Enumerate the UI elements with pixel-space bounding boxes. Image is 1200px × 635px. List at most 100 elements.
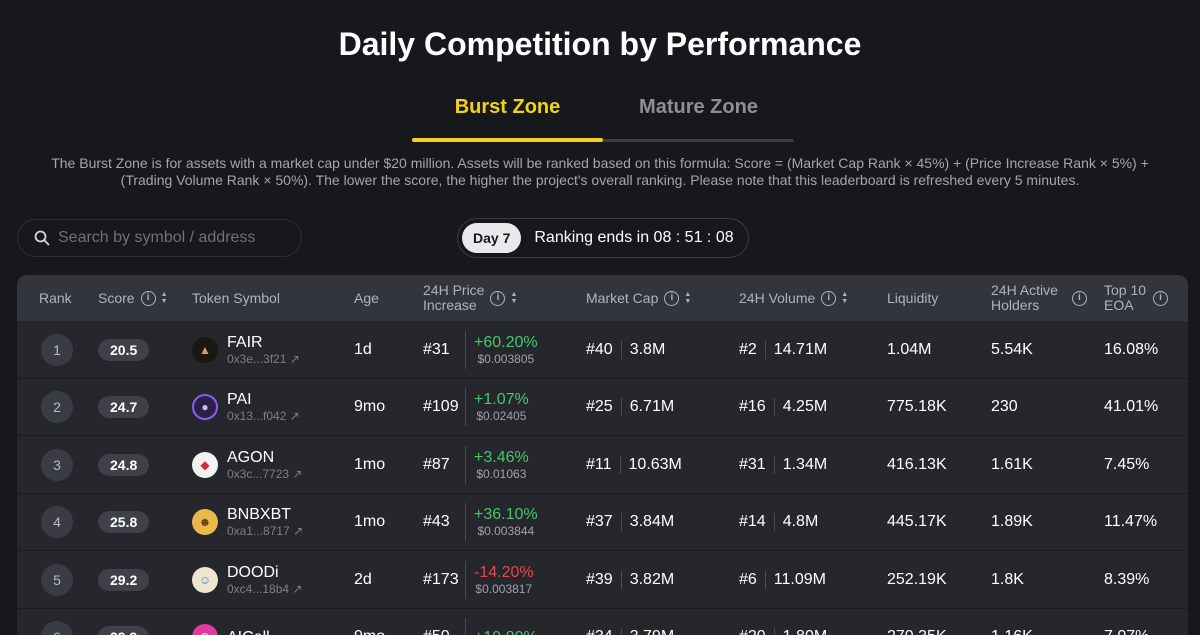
col-score[interactable]: Score i ▲ ▼: [98, 275, 168, 321]
price-increase-cell: #43 +36.10% $0.003844: [423, 494, 538, 551]
price-increase-cell: #173 -14.20% $0.003817: [423, 551, 534, 608]
score-cell: 29.9: [98, 609, 150, 635]
col-liquidity-label: Liquidity: [887, 289, 939, 306]
volume-rank: #14: [739, 513, 775, 531]
market-cap-cell: #34 3.79M: [586, 609, 674, 635]
token-cell[interactable]: ▲ FAIR 0x3e...3f21 ↗: [192, 321, 300, 378]
info-icon[interactable]: i: [140, 290, 156, 306]
table-row[interactable]: 6 29.9 ◉ AICell 9mo #50 +19.80% #34 3.79M…: [17, 609, 1188, 635]
col-rank: Rank: [39, 275, 72, 321]
liquidity-cell: 270.35K: [887, 609, 947, 635]
volume-value: 1.80M: [783, 628, 827, 635]
liquidity-cell: 1.04M: [887, 340, 932, 358]
rank-badge: 2: [41, 391, 73, 423]
search-box[interactable]: [17, 219, 302, 257]
token-cell[interactable]: ◆ AGON 0x3c...7723 ↗: [192, 436, 302, 493]
volume-rank: #2: [739, 340, 766, 359]
market-cap-value: 3.84M: [629, 513, 675, 530]
token-address-link[interactable]: 0x3c...7723 ↗: [227, 467, 302, 482]
sort-icon[interactable]: ▲ ▼: [160, 291, 168, 305]
token-address: 0xc4...18b4: [227, 581, 290, 596]
liquidity-cell: 252.19K: [887, 570, 947, 588]
countdown-text: Ranking ends in 08 : 51 : 08: [534, 229, 734, 246]
price-change-block: +36.10% $0.003844: [465, 503, 538, 541]
col-holders-label: 24H Active Holders: [991, 283, 1058, 313]
sort-icon[interactable]: ▲ ▼: [841, 291, 849, 305]
col-volume[interactable]: 24H Volume i ▲ ▼: [739, 275, 848, 321]
info-icon[interactable]: i: [664, 290, 680, 306]
table-row[interactable]: 5 29.2 ☺ DOODi 0xc4...18b4 ↗ 2d #173 -14…: [17, 551, 1188, 609]
market-cap-cell: #39 3.82M: [586, 551, 674, 608]
bnbxbt-token-icon: ☻: [192, 509, 218, 535]
pai-token-icon: ●: [192, 394, 218, 420]
info-icon[interactable]: i: [1153, 290, 1169, 306]
col-holders-label-1: 24H Active: [991, 282, 1058, 298]
table-row[interactable]: 1 20.5 ▲ FAIR 0x3e...3f21 ↗ 1d #31 +60.2…: [17, 321, 1188, 379]
token-info: FAIR 0x3e...3f21 ↗: [227, 333, 300, 367]
token-cell[interactable]: ● PAI 0x13...f042 ↗: [192, 379, 300, 436]
sort-icon[interactable]: ▲ ▼: [684, 291, 692, 305]
holders-cell: 230: [991, 398, 1018, 415]
token-address: 0xa1...8717: [227, 524, 290, 538]
token-address-link[interactable]: 0xc4...18b4 ↗: [227, 582, 302, 597]
token-price: $0.003805: [477, 351, 535, 366]
external-link-icon[interactable]: ↗: [292, 466, 303, 481]
price-change: +36.10%: [474, 506, 538, 523]
zone-description: The Burst Zone is for assets with a mark…: [20, 155, 1180, 189]
external-link-icon[interactable]: ↗: [292, 581, 303, 596]
tab-mature-zone[interactable]: Mature Zone: [639, 96, 758, 118]
price-increase-cell: #31 +60.20% $0.003805: [423, 321, 538, 378]
info-icon[interactable]: i: [821, 290, 837, 306]
info-icon[interactable]: i: [490, 290, 506, 306]
score-badge: 24.8: [98, 453, 150, 476]
token-address-link[interactable]: 0x13...f042 ↗: [227, 409, 300, 424]
col-market-cap[interactable]: Market Cap i ▲ ▼: [586, 275, 691, 321]
info-icon[interactable]: i: [1071, 290, 1087, 306]
description-line-2: (Trading Volume Rank × 50%). The lower t…: [120, 172, 1080, 188]
table-row[interactable]: 3 24.8 ◆ AGON 0x3c...7723 ↗ 1mo #87 +3.4…: [17, 436, 1188, 494]
external-link-icon[interactable]: ↗: [289, 351, 300, 366]
holders-cell: 1.8K: [991, 570, 1024, 588]
col-price-increase[interactable]: 24H Price Increase i ▲ ▼: [423, 275, 517, 321]
age-cell: 1d: [354, 340, 372, 358]
volume-value: 4.8M: [782, 513, 819, 530]
token-cell[interactable]: ☺ DOODi 0xc4...18b4 ↗: [192, 551, 302, 608]
token-info: BNBXBT 0xa1...8717 ↗: [227, 505, 303, 539]
top10-eoa-cell: 8.39%: [1104, 570, 1150, 588]
external-link-icon[interactable]: ↗: [289, 409, 300, 423]
table-row[interactable]: 2 24.7 ● PAI 0x13...f042 ↗ 9mo #109 +1.0…: [17, 379, 1188, 436]
token-info: DOODi 0xc4...18b4 ↗: [227, 563, 302, 597]
market-cap-value: 6.71M: [629, 398, 675, 415]
rank-cell: 4: [41, 494, 73, 551]
token-address-link[interactable]: 0x3e...3f21 ↗: [227, 352, 300, 367]
token-address-link[interactable]: 0xa1...8717 ↗: [227, 524, 303, 539]
sort-icon[interactable]: ▲ ▼: [510, 291, 518, 305]
col-age: Age: [354, 275, 379, 321]
token-cell[interactable]: ◉ AICell: [192, 609, 270, 635]
aicell-token-icon: ◉: [192, 624, 218, 635]
token-address: 0x3c...7723: [227, 466, 290, 481]
tab-burst-zone[interactable]: Burst Zone: [454, 96, 561, 118]
price-change: +19.80%: [474, 628, 538, 635]
market-cap-value: 3.79M: [630, 628, 674, 635]
rank-cell: 3: [41, 436, 73, 493]
token-cell[interactable]: ☻ BNBXBT 0xa1...8717 ↗: [192, 494, 303, 551]
score-cell: 29.2: [98, 551, 150, 608]
volume-cell: #6 11.09M: [739, 551, 826, 608]
col-top10-label-1: Top 10: [1104, 282, 1147, 298]
doodi-token-icon: ☺: [192, 566, 218, 593]
col-price-label-2: Increase: [423, 297, 477, 313]
search-input[interactable]: [58, 229, 288, 247]
col-price-label: 24H Price Increase: [423, 283, 484, 313]
holders-cell: 5.54K: [991, 340, 1033, 358]
col-score-label: Score: [98, 289, 135, 306]
table-row[interactable]: 4 25.8 ☻ BNBXBT 0xa1...8717 ↗ 1mo #43 +3…: [17, 494, 1188, 551]
external-link-icon[interactable]: ↗: [293, 524, 304, 538]
col-top10-label-2: EOA: [1104, 297, 1134, 313]
score-badge: 25.8: [98, 511, 150, 533]
col-liquidity: Liquidity: [887, 275, 938, 321]
age-cell: 1mo: [354, 513, 386, 530]
token-price: $0.01063: [476, 466, 527, 481]
liquidity-cell: 445.17K: [887, 513, 947, 530]
token-address: 0x3e...3f21: [227, 351, 287, 366]
